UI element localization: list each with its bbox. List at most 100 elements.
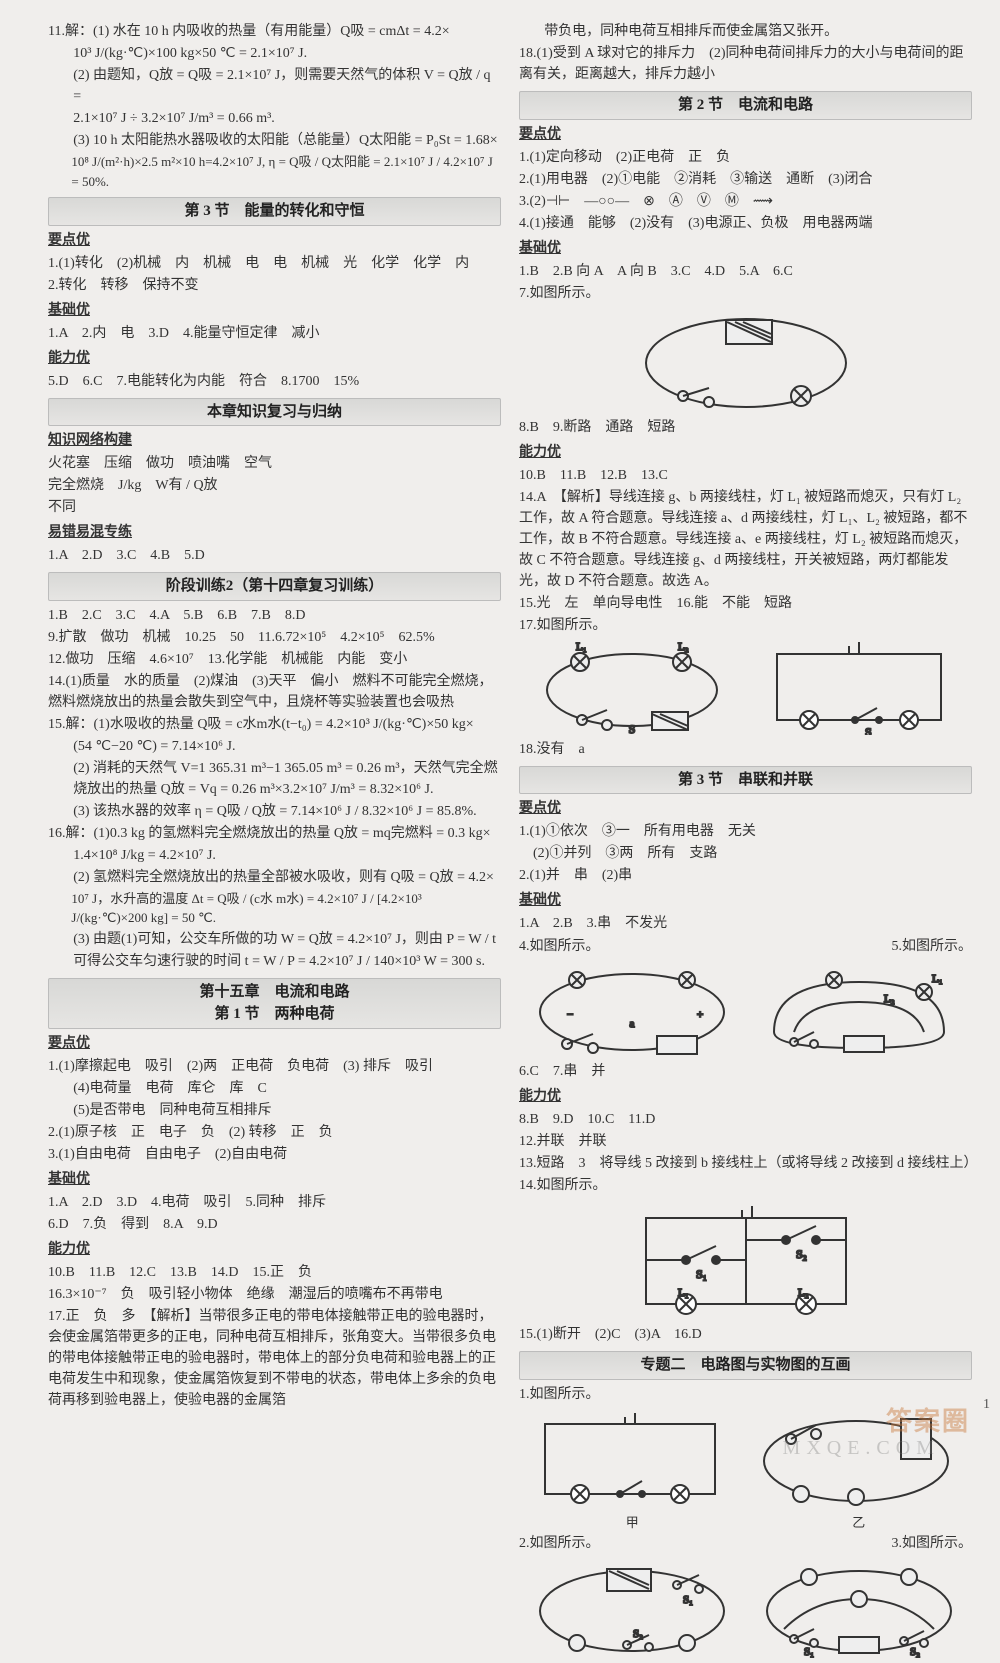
chapter-review-heading: 本章知识复习与归纳: [48, 398, 501, 427]
c15-ydy-1: 1.(1)摩擦起电 吸引 (2)两 正电荷 负电荷 (3) 排斥 吸引: [48, 1056, 501, 1077]
s3b-ydy-3: 2.(1)并 串 (2)串: [519, 865, 972, 886]
figure-zt2-1a: [530, 1409, 730, 1509]
c15-nly-1: 10.B 11.B 12.C 13.B 14.D 15.正 负: [48, 1262, 501, 1283]
figure-row-17: S L₁ L₂ S: [519, 640, 972, 735]
s3b-nly-2: 12.并联 并联: [519, 1131, 972, 1152]
stage-row3: 12.做功 压缩 4.6×10⁷ 13.化学能 机械能 内能 变小: [48, 649, 501, 670]
stage-15c: (2) 消耗的天然气 V=1 365.31 m³−1 365.05 m³ = 0…: [48, 758, 501, 800]
stage-row2: 9.扩散 做功 机械 10.25 50 11.6.72×10⁵ 4.2×10⁵ …: [48, 627, 501, 648]
svg-text:a: a: [630, 1018, 635, 1030]
label-jia: 甲: [626, 1513, 639, 1533]
stage-15d: (3) 该热水器的效率 η = Q吸 / Q放 = 7.14×10⁶ J / 8…: [48, 801, 501, 822]
figure-4: a +−: [527, 962, 737, 1057]
network-heading: 知识网络构建: [48, 430, 501, 451]
s3b-nly-5: 15.(1)断开 (2)C (3)A 16.D: [519, 1324, 972, 1345]
basics-1: 1.A 2.内 电 3.D 4.能量守恒定律 减小: [48, 323, 501, 344]
figure-14: S₁ S₂ L₁ L₂: [519, 1200, 972, 1320]
figure-circuit-1: [519, 308, 972, 413]
s2-ydy-1: 1.(1)定向移动 (2)正电荷 正 负: [519, 147, 972, 168]
s2-nly-1: 10.B 11.B 12.B 13.C: [519, 465, 972, 486]
svg-text:−: −: [567, 1009, 573, 1021]
s2-ydy-4: 4.(1)接通 能够 (2)没有 (3)电源正、负极 用电器两端: [519, 213, 972, 234]
figure-17-right: S: [759, 640, 959, 735]
s2-keypoints-heading: 要点优: [519, 124, 972, 145]
s3b-basics-heading: 基础优: [519, 890, 972, 911]
s3b-nly-1: 8.B 9.D 10.C 11.D: [519, 1109, 972, 1130]
s2-basics-heading: 基础优: [519, 238, 972, 259]
c15-nly-3: 17.正 负 多 【解析】当带很多正电的带电体接触带正电的验电器时，会使金属箔带…: [48, 1306, 501, 1411]
c15-ydy-3: (5)是否带电 同种电荷互相排斥: [48, 1100, 501, 1121]
topic2-heading: 专题二 电路图与实物图的互画: [519, 1351, 972, 1380]
s3b-jcy-2r: 5.如图所示。: [892, 936, 973, 957]
two-column-layout: 11.解：(1) 水在 10 h 内吸收的热量（有用能量）Q吸 = cmΔt =…: [48, 20, 972, 1663]
stage-16c: (2) 氢燃料完全燃烧放出的热量全部被水吸收，则有 Q吸 = Q放 = 4.2×: [48, 867, 501, 888]
mistakes-1: 1.A 2.D 3.C 4.B 5.D: [48, 545, 501, 566]
svg-text:L₁: L₁: [678, 1287, 689, 1299]
network-2: 完全燃烧 J/kg W有 / Q放: [48, 475, 501, 496]
keypoints-heading: 要点优: [48, 230, 501, 251]
svg-text:L₁: L₁: [932, 973, 943, 985]
stage-16b: 1.4×10⁸ J/kg = 4.2×10⁷ J.: [48, 845, 501, 866]
mistakes-heading: 易错易混专练: [48, 522, 501, 543]
page: 11.解：(1) 水在 10 h 内吸收的热量（有用能量）Q吸 = cmΔt =…: [0, 0, 1000, 1471]
svg-text:S: S: [629, 722, 636, 735]
stage-15a: 15.解：(1)水吸收的热量 Q吸 = c水m水(t−t₀) = 4.2×10³…: [48, 714, 501, 735]
s2-nly-2: 14.A 【解析】导线连接 g、b 两接线柱，灯 L₁ 被短路而熄灭，只有灯 L…: [519, 487, 972, 592]
chapter15-heading: 第十五章 电流和电路 第 1 节 两种电荷: [48, 978, 501, 1029]
c15-basics-heading: 基础优: [48, 1169, 501, 1190]
figure-row-45: a +− L₂ L₁: [519, 962, 972, 1057]
s3b-ability-heading: 能力优: [519, 1086, 972, 1107]
cont-2: 18.(1)受到 A 球对它的排斥力 (2)同种电荷间排斥力的大小与电荷间的距离…: [519, 43, 972, 85]
s3b-jcy-3: 6.C 7.串 并: [519, 1061, 972, 1082]
svg-text:L₂: L₂: [678, 641, 689, 653]
svg-text:S₁: S₁: [683, 1594, 693, 1606]
c15-ydy-4: 2.(1)原子核 正 电子 负 (2) 转移 正 负: [48, 1122, 501, 1143]
stage-row1: 1.B 2.C 3.C 4.A 5.B 6.B 7.B 8.D: [48, 605, 501, 626]
label-yi: 乙: [852, 1513, 865, 1533]
watermark-url: MXQE.COM: [783, 1433, 940, 1463]
solution-11a: 11.解：(1) 水在 10 h 内吸收的热量（有用能量）Q吸 = cmΔt =…: [48, 21, 501, 42]
svg-text:L₂: L₂: [798, 1287, 809, 1299]
svg-text:S₁: S₁: [804, 1646, 814, 1658]
stage-16f: 可得公交车匀速行驶的时间 t = W / P = 4.2×10⁷ J / 140…: [48, 951, 501, 972]
s2-nly-5: 18.没有 a: [519, 739, 972, 760]
svg-text:S₂: S₂: [633, 1628, 643, 1640]
network-1: 火花塞 压缩 做功 喷油嘴 空气: [48, 453, 501, 474]
figure-row-zt2-23: S₁ S₂ S₁ S₂: [519, 1559, 972, 1659]
keypoints-2: 2.转化 转移 保持不变: [48, 275, 501, 296]
s3b-keypoints-heading: 要点优: [519, 798, 972, 819]
figure-5: L₂ L₁: [754, 962, 964, 1057]
solution-11d: 2.1×10⁷ J ÷ 3.2×10⁷ J/m³ = 0.66 m³.: [48, 108, 501, 129]
s3b-jcy-2: 4.如图所示。: [519, 936, 600, 957]
stage-row4: 14.(1)质量 水的质量 (2)煤油 (3)天平 偏小 燃料不可能完全燃烧，燃…: [48, 671, 501, 713]
s3b-nly-3: 13.短路 3 将导线 5 改接到 b 接线柱上（或将导线 2 改接到 d 接线…: [519, 1153, 972, 1174]
figure-zt2-2: S₁ S₂: [527, 1559, 737, 1659]
s2-ability-heading: 能力优: [519, 442, 972, 463]
s2-jcy-2: 7.如图所示。: [519, 283, 972, 304]
stage-15b: (54 ℃−20 ℃) = 7.14×10⁶ J.: [48, 736, 501, 757]
s3b-ydy-2: (2)①并列 ③两 所有 支路: [519, 843, 972, 864]
figure-17-left: S L₁ L₂: [532, 640, 732, 735]
section3b-heading: 第 3 节 串联和并联: [519, 766, 972, 795]
page-number: 1: [983, 1394, 990, 1415]
svg-text:L₂: L₂: [884, 993, 895, 1005]
network-3: 不同: [48, 497, 501, 518]
c15-jcy-1: 1.A 2.D 3.D 4.电荷 吸引 5.同种 排斥: [48, 1192, 501, 1213]
c15-ability-heading: 能力优: [48, 1239, 501, 1260]
svg-text:L₁: L₁: [576, 641, 587, 653]
stage2-heading: 阶段训练2（第十四章复习训练）: [48, 572, 501, 601]
svg-text:S: S: [865, 725, 872, 735]
cont-1: 带负电，同种电荷互相排斥而使金属箔又张开。: [519, 21, 972, 42]
s2-ydy-2: 2.(1)用电器 (2)①电能 ②消耗 ③输送 通断 (3)闭合: [519, 169, 972, 190]
s2-nly-3: 15.光 左 单向导电性 16.能 不能 短路: [519, 593, 972, 614]
stage-16e: (3) 由题(1)可知，公交车所做的功 W = Q放 = 4.2×10⁷ J，则…: [48, 929, 501, 950]
left-column: 11.解：(1) 水在 10 h 内吸收的热量（有用能量）Q吸 = cmΔt =…: [48, 20, 501, 1663]
s2-jcy-3: 8.B 9.断路 通路 短路: [519, 417, 972, 438]
section3-heading: 第 3 节 能量的转化和守恒: [48, 197, 501, 226]
c15-jcy-2: 6.D 7.负 得到 8.A 9.D: [48, 1214, 501, 1235]
svg-text:S₂: S₂: [796, 1247, 807, 1261]
c15-nly-2: 16.3×10⁻⁷ 负 吸引轻小物体 绝缘 潮湿后的喷嘴布不再带电: [48, 1284, 501, 1305]
zt2-2: 2.如图所示。: [519, 1533, 600, 1554]
ability-1: 5.D 6.C 7.电能转化为内能 符合 8.1700 15%: [48, 371, 501, 392]
s3b-jcy-1: 1.A 2.B 3.串 不发光: [519, 913, 972, 934]
